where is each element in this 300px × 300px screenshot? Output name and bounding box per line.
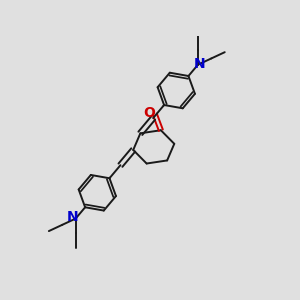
Text: O: O [143, 106, 155, 120]
Text: N: N [194, 57, 206, 71]
Text: N: N [67, 210, 79, 224]
